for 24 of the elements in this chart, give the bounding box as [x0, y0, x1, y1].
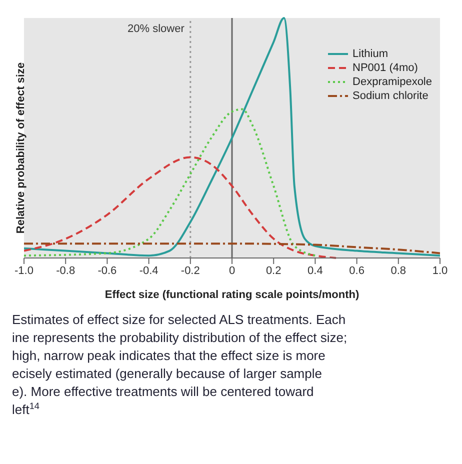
text: ine represents the probability distribution of the effect size; [12, 330, 348, 345]
text: high, narrow peak indicates that the effect size is more [12, 348, 326, 363]
ref-line-label: 20% slower [128, 22, 185, 35]
x-tick-label: 1.0 [432, 264, 448, 277]
legend-label: NP001 (4mo) [352, 62, 418, 74]
text: Estimates of effect size for selected ALS treatments. Each [12, 312, 346, 327]
x-axis-title: Effect size (functional rating scale points/month) [104, 289, 360, 301]
text: left$^{14}$ [12, 401, 40, 417]
legend-label: Dexpramipexole [352, 76, 432, 88]
x-tick-label: -0.4 [139, 264, 158, 277]
x-tick-label: -1.0 [14, 264, 34, 277]
legend-label: Sodium chlorite [352, 90, 428, 102]
x-tick-label: 0 [228, 264, 236, 277]
x-tick-label: -0.8 [56, 264, 76, 277]
x-tick-label: -0.2 [180, 264, 200, 277]
x-tick-label: -0.6 [98, 264, 117, 277]
y-axis-title: Relative probability of effect size [15, 62, 27, 234]
legend-label: Lithium [352, 48, 388, 60]
x-tick-label: 0.2 [266, 264, 282, 277]
x-tick-label: 0.8 [390, 264, 406, 277]
x-tick-label: 0.4 [308, 264, 323, 277]
x-tick-label: 0.6 [349, 264, 364, 277]
text: ecisely estimated (generally because of larger sample [12, 366, 322, 381]
text: e). More effective treatments will be centered toward [12, 384, 314, 399]
